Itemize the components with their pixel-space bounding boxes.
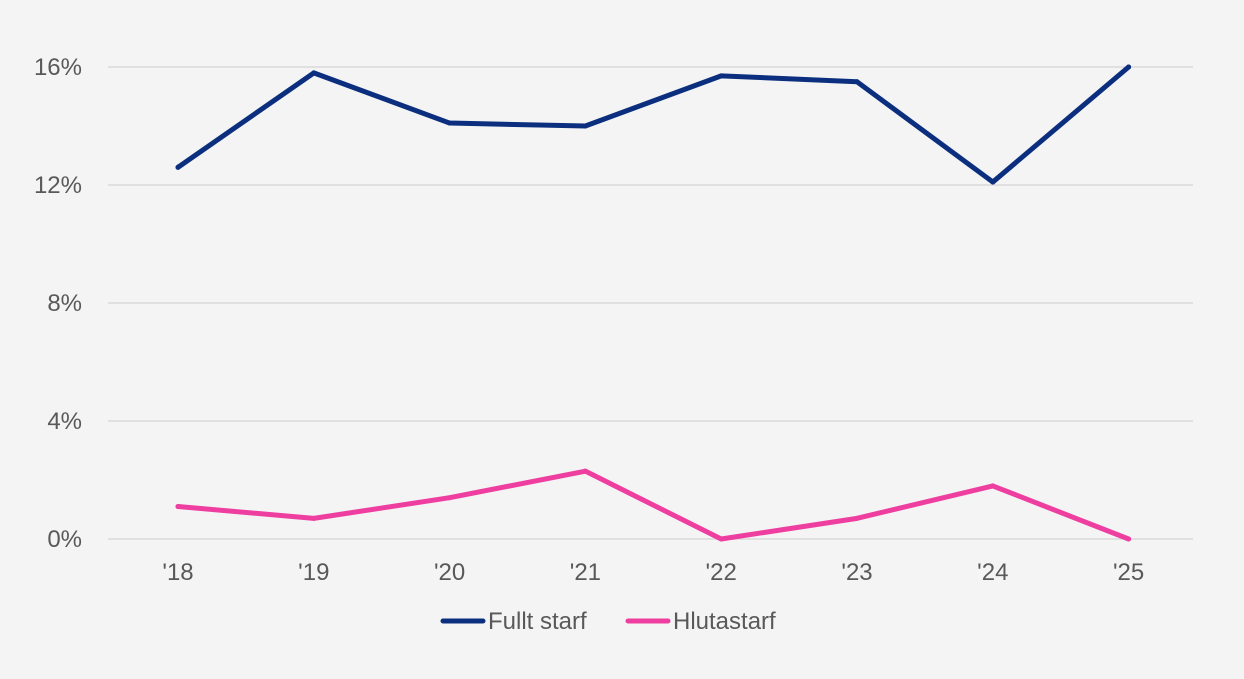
x-tick-label: '23 [841, 559, 872, 586]
data-point [311, 515, 317, 521]
x-tick-label: '19 [298, 559, 329, 586]
legend-label: Fullt starf [488, 608, 587, 635]
series-line-1 [175, 64, 1132, 185]
x-tick-label: '20 [434, 559, 465, 586]
data-point [447, 495, 453, 501]
gridlines [108, 66, 1193, 540]
data-point [990, 179, 996, 185]
series-lines [175, 64, 1132, 542]
data-point [582, 468, 588, 474]
x-tick-label: '25 [1113, 559, 1144, 586]
x-axis-tick-labels: '18 '19 '20 '21 '22 '23 '24 '25 [162, 559, 1144, 586]
x-tick-label: '22 [706, 559, 737, 586]
y-tick-label: 16% [34, 54, 82, 81]
data-point [854, 79, 860, 85]
data-point [582, 123, 588, 129]
y-tick-label: 8% [47, 290, 82, 317]
x-tick-label: '24 [977, 559, 1008, 586]
data-point [718, 536, 724, 542]
y-tick-label: 4% [47, 408, 82, 435]
y-axis-tick-labels: 0% 4% 8% 12% 16% [34, 54, 82, 553]
data-point [447, 120, 453, 126]
y-tick-label: 12% [34, 172, 82, 199]
data-point [854, 515, 860, 521]
data-point [311, 70, 317, 76]
data-point [175, 164, 181, 170]
data-point [175, 504, 181, 510]
data-point [718, 73, 724, 79]
data-point [990, 483, 996, 489]
data-point [1126, 536, 1132, 542]
x-tick-label: '18 [162, 559, 193, 586]
series-line-2 [175, 468, 1132, 542]
legend-label: Hlutastarf [673, 608, 776, 635]
y-tick-label: 0% [47, 526, 82, 553]
legend: Fullt starf Hlutastarf [440, 608, 776, 635]
data-point [1126, 64, 1132, 70]
x-tick-label: '21 [570, 559, 601, 586]
